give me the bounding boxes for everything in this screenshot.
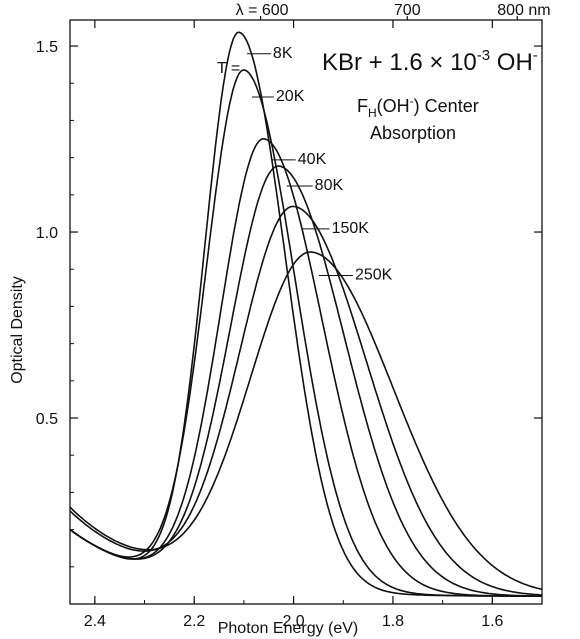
plot-border: [69, 19, 543, 605]
center-annotation-line1: FH(OH-) Center: [357, 94, 479, 120]
x-axis-ticks: 2.4 2.2 2.0 1.8 1.6: [84, 20, 504, 630]
series-label-250K: 250K: [355, 267, 393, 284]
y-tick-label: 1.0: [36, 225, 58, 242]
x-tick-label: 2.4: [84, 613, 106, 630]
curve-250K: [69, 251, 543, 591]
plot-frame: [69, 19, 543, 605]
series-label-80K: 80K: [315, 177, 344, 194]
curve-40K: [69, 137, 542, 598]
y-tick-label: 0.5: [36, 411, 58, 428]
curve-80K: [69, 165, 542, 597]
x-tick-label: 1.8: [382, 613, 404, 630]
series-labels: 8K 20K 40K 80K 150K 250K: [246, 45, 393, 284]
series-label-40K: 40K: [298, 151, 327, 168]
sample-annotation: KBr + 1.6 × 10-3 OH-: [322, 47, 538, 76]
curves: [69, 31, 543, 598]
y-axis-title: Optical Density: [9, 276, 26, 384]
series-label-8K: 8K: [273, 45, 293, 62]
top-tick-label: 700: [394, 2, 421, 19]
curve-8K: [69, 31, 542, 598]
center-annotation-line2: Absorption: [370, 123, 456, 143]
y-tick-label: 1.5: [36, 39, 58, 56]
x-axis-title: Photon Energy (eV): [218, 620, 359, 637]
top-tick-label: λ = 600: [236, 2, 289, 19]
top-axis-ticks: λ = 600 700 800 nm: [236, 2, 551, 20]
curve-150K: [69, 205, 543, 596]
series-label-150K: 150K: [332, 220, 370, 237]
curve-20K: [69, 69, 542, 598]
x-tick-label: 2.0: [282, 613, 304, 630]
x-tick-label: 2.2: [183, 613, 205, 630]
x-tick-label: 1.6: [481, 613, 503, 630]
y-axis-ticks: 0.5 1.0 1.5: [36, 39, 542, 568]
temperature-prefix: T =: [217, 60, 240, 77]
series-label-20K: 20K: [276, 88, 305, 105]
top-tick-label: 800 nm: [497, 2, 550, 19]
